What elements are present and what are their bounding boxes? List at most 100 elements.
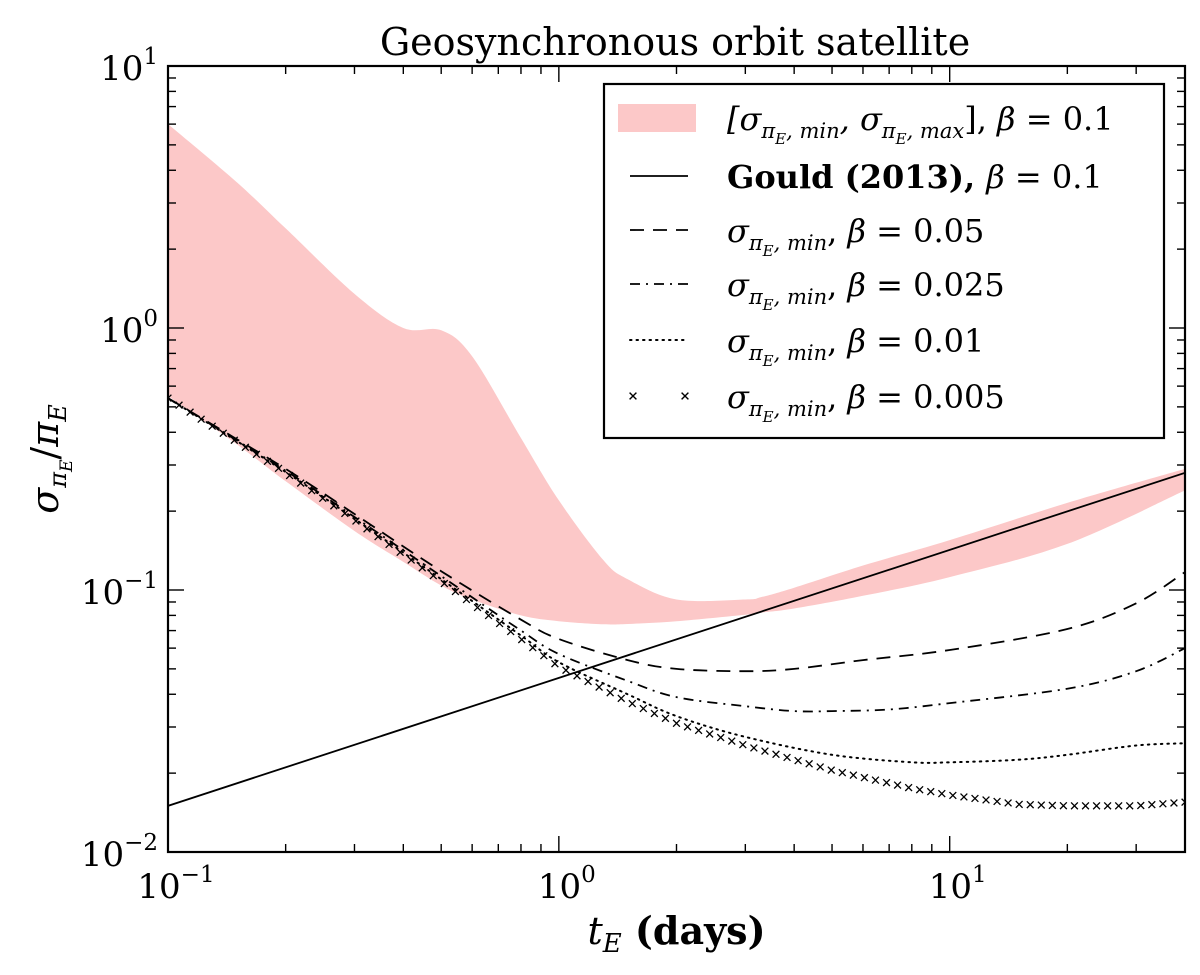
x-marker: [517, 635, 526, 644]
x-marker: [871, 776, 880, 784]
y-axis-label: σπE/πE: [23, 404, 77, 514]
x-marker: [1170, 799, 1178, 807]
y-tick-label: 101: [100, 44, 158, 89]
legend-swatch-x: [681, 392, 689, 400]
legend-box: [602, 82, 1166, 440]
x-marker: [937, 789, 946, 798]
x-marker: [495, 619, 504, 628]
x-marker: [1103, 802, 1112, 810]
x-marker: [1092, 802, 1101, 810]
x-marker: [318, 494, 327, 503]
x-marker: [168, 394, 172, 402]
x-marker: [539, 651, 548, 660]
x-axis-label: tE (days): [587, 908, 765, 959]
x-marker: [274, 464, 283, 473]
legend-label: [σπE, min, σπE, max], β = 0.1: [727, 100, 1114, 148]
legend-swatch-x: [629, 392, 637, 400]
y-tick-label: 10−1: [81, 568, 158, 613]
x-marker: [772, 750, 780, 759]
x-marker: [971, 794, 979, 803]
x-marker: [1070, 802, 1079, 810]
x-marker: [838, 768, 847, 777]
x-marker: [672, 719, 681, 728]
chart-title: Geosynchronous orbit satellite: [380, 20, 970, 64]
legend-entry-dashed: σπE, min, β = 0.05: [630, 212, 984, 260]
y-tick-label: 10−2: [81, 830, 158, 875]
series-dashdot: [168, 397, 1185, 713]
x-marker: [197, 415, 206, 424]
x-marker: [263, 457, 272, 466]
x-marker: [506, 627, 515, 636]
x-marker: [385, 540, 393, 549]
x-marker: [904, 783, 913, 792]
x-marker: [219, 429, 228, 438]
x-marker: [285, 471, 294, 480]
x-marker: [1114, 802, 1123, 810]
legend-swatch-band: [618, 104, 696, 132]
x-marker: [241, 443, 250, 452]
x-marker: [451, 587, 460, 596]
x-marker: [639, 704, 648, 713]
series-x-markers: [168, 394, 1185, 810]
x-tick-label: 100: [538, 862, 596, 907]
x-marker: [993, 797, 1001, 806]
x-marker: [794, 756, 802, 765]
x-marker: [551, 659, 559, 668]
series-solid: [168, 471, 1185, 807]
x-marker: [1037, 801, 1046, 809]
band-min-max: [168, 124, 1185, 625]
ticks: [167, 65, 1186, 853]
x-marker: [1159, 799, 1167, 808]
x-marker: [186, 408, 194, 417]
x-marker: [617, 694, 626, 703]
x-marker: [418, 564, 427, 572]
x-marker: [341, 509, 349, 518]
x-marker: [307, 486, 316, 495]
x-marker: [396, 548, 405, 557]
x-marker: [893, 781, 902, 789]
legend-entry-solid: Gould (2013), β = 0.1: [630, 158, 1103, 196]
legend-entry-dashdot: σπE, min, β = 0.025: [630, 266, 1005, 314]
x-marker: [562, 666, 570, 675]
x-marker: [440, 579, 449, 588]
legend-entry-dotted: σπE, min, β = 0.01: [629, 322, 984, 370]
legend-label: Gould (2013), β = 0.1: [727, 158, 1103, 196]
x-marker: [208, 422, 217, 431]
x-marker: [429, 571, 438, 580]
x-marker: [1059, 801, 1068, 810]
x-marker: [573, 671, 581, 680]
x-marker: [473, 603, 482, 612]
x-marker: [1048, 801, 1057, 810]
x-marker: [363, 524, 371, 533]
x-marker: [329, 501, 338, 510]
x-marker: [606, 688, 615, 697]
x-marker: [948, 791, 957, 800]
x-marker: [1004, 799, 1012, 807]
x-marker: [352, 517, 360, 525]
x-marker: [650, 709, 659, 718]
legend-label: σπE, min, β = 0.05: [727, 212, 984, 260]
x-marker: [761, 747, 769, 755]
x-marker: [175, 401, 183, 409]
x-marker: [661, 714, 670, 723]
x-marker: [683, 722, 692, 731]
x-marker: [1125, 802, 1134, 810]
x-marker: [750, 744, 758, 752]
x-marker: [694, 726, 703, 735]
x-tick-label: 101: [929, 862, 987, 907]
plot-area: [168, 124, 1185, 810]
x-marker: [1181, 798, 1185, 806]
x-marker: [1015, 800, 1024, 809]
x-marker: [727, 737, 736, 745]
legend-label: σπE, min, β = 0.005: [727, 378, 1005, 426]
x-marker: [407, 556, 416, 564]
x-marker: [374, 532, 382, 541]
legend-entry-x-markers: σπE, min, β = 0.005: [629, 378, 1005, 426]
x-marker: [816, 763, 825, 771]
legend-label: σπE, min, β = 0.01: [727, 322, 984, 370]
legend: [σπE, min, σπE, max], β = 0.1 Gould (2013…: [602, 82, 1166, 440]
x-marker: [628, 699, 637, 708]
x-marker: [230, 436, 239, 445]
x-marker: [960, 793, 968, 801]
